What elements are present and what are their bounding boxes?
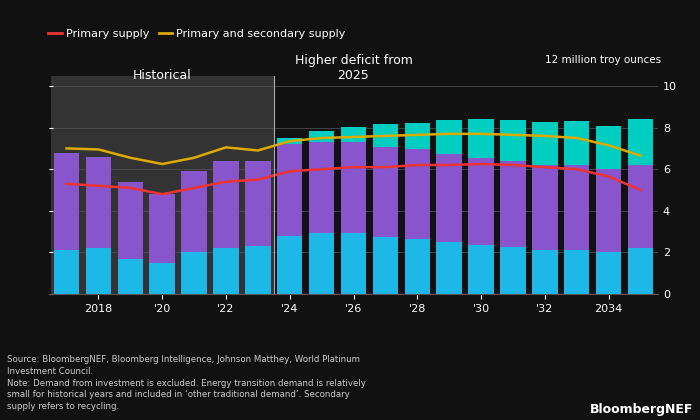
Bar [436,154,462,242]
Bar [54,250,79,294]
Bar [436,242,462,294]
Bar [628,119,653,165]
Bar [436,120,462,154]
Bar [118,259,143,294]
Bar [149,263,175,294]
Bar [341,126,366,142]
Bar [181,171,206,252]
Bar [50,76,274,294]
Bar [628,248,653,294]
Bar [596,252,622,294]
Bar [309,131,335,142]
Bar [277,236,302,294]
Bar [564,121,589,165]
Bar [405,239,430,294]
Bar [532,165,558,250]
Bar [277,138,302,144]
Bar [372,124,398,147]
Bar [214,248,239,294]
Bar [245,246,271,294]
Bar [309,233,335,294]
Bar [532,122,558,165]
Bar [372,147,398,237]
Bar [564,250,589,294]
Text: Historical: Historical [133,69,192,82]
Bar [245,161,271,246]
Bar [628,165,653,248]
Bar [500,161,526,247]
Bar [468,158,493,245]
Text: Source: BloombergNEF, Bloomberg Intelligence, Johnson Matthey, World Platinum
In: Source: BloombergNEF, Bloomberg Intellig… [7,355,366,411]
Bar [596,126,622,169]
Bar [500,247,526,294]
Bar [468,245,493,294]
Bar [54,152,79,250]
Text: BloombergNEF: BloombergNEF [589,403,693,416]
Bar [309,142,335,233]
Legend: Primary supply, Primary and secondary supply: Primary supply, Primary and secondary su… [48,29,346,39]
Bar [405,123,430,150]
Bar [468,119,493,158]
Bar [85,157,111,248]
Bar [500,120,526,161]
Bar [341,142,366,233]
Bar [372,237,398,294]
Bar [149,194,175,263]
Bar [596,169,622,252]
Bar [181,252,206,294]
Bar [214,161,239,248]
Text: 12 million troy ounces: 12 million troy ounces [545,55,662,65]
Bar [85,248,111,294]
Bar [277,144,302,236]
Text: Higher deficit from
2025: Higher deficit from 2025 [295,54,412,82]
Bar [118,182,143,259]
Bar [564,165,589,250]
Bar [341,233,366,294]
Bar [532,250,558,294]
Bar [405,150,430,239]
